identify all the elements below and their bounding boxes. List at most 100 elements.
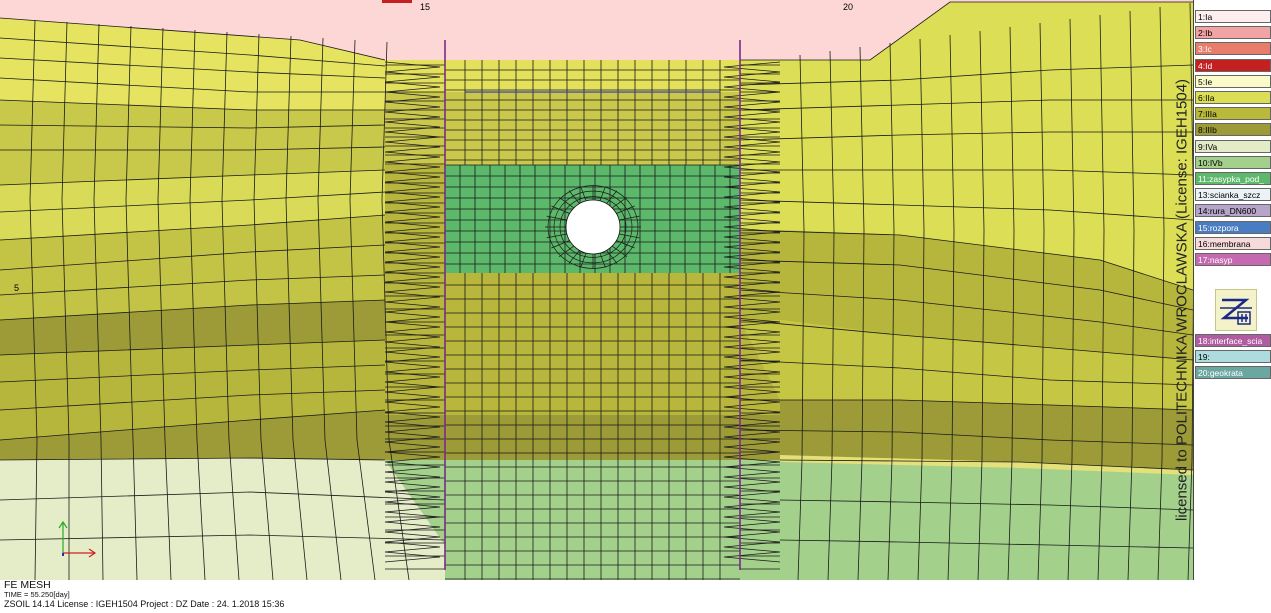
mesh-edge xyxy=(917,38,925,580)
mesh-edge xyxy=(384,61,441,73)
pipe-mesh xyxy=(545,185,641,269)
mesh-edge xyxy=(797,54,805,580)
mesh-edge xyxy=(723,301,781,313)
mesh-edge xyxy=(285,35,308,580)
mesh-edge xyxy=(723,291,781,303)
mesh-edge xyxy=(887,42,895,580)
mesh-edge xyxy=(723,441,781,453)
layer-right-dark xyxy=(780,400,1193,470)
pipe-mesh-edge xyxy=(599,252,606,268)
mesh-edge xyxy=(739,64,1193,86)
pipe-mesh-edge xyxy=(568,250,580,264)
mesh-edge xyxy=(317,37,342,580)
mesh-edge xyxy=(384,411,441,423)
mesh-edge xyxy=(61,21,70,580)
mesh-edge xyxy=(0,409,386,441)
mesh-edge xyxy=(384,171,441,183)
pipe-mesh-edge xyxy=(558,245,575,257)
mesh-edge xyxy=(384,471,441,483)
mesh-edge xyxy=(384,421,441,433)
mesh-edge xyxy=(723,331,781,343)
mesh-edge xyxy=(0,57,386,79)
mesh-edge xyxy=(384,221,441,233)
mesh-edge xyxy=(29,19,38,580)
mesh-edge xyxy=(723,501,781,513)
pipe-mesh-edge xyxy=(611,197,628,209)
mesh-edge xyxy=(384,291,441,303)
mesh-edge xyxy=(1097,14,1105,580)
mesh-edge xyxy=(723,201,781,213)
mesh-edge xyxy=(384,301,441,313)
mesh-edge xyxy=(384,341,441,353)
mesh-edge xyxy=(384,141,441,153)
mesh-edge xyxy=(384,71,441,83)
mesh-edge xyxy=(93,23,104,580)
legend-item: 20:geokrata xyxy=(1195,366,1271,380)
legend-item: 19: xyxy=(1195,350,1271,364)
mesh-edge xyxy=(723,151,781,163)
mesh-edge xyxy=(384,481,441,493)
pipe-mesh-edge xyxy=(611,245,628,257)
mesh-edge xyxy=(0,146,386,151)
mesh-edge xyxy=(384,101,441,113)
mesh-edge xyxy=(384,381,441,393)
legend-item: 14:rura_DN600 xyxy=(1195,204,1271,218)
mesh-edge xyxy=(723,131,781,143)
mesh-edge xyxy=(0,244,386,271)
legend-item: 5:Ie xyxy=(1195,74,1271,88)
legend-item: 13:scianka_szcz xyxy=(1195,188,1271,202)
layer-left-olive-3 xyxy=(0,340,385,440)
mesh-edge xyxy=(723,381,781,393)
mesh-edge xyxy=(740,399,1193,411)
mesh-edge xyxy=(189,29,206,580)
mesh-edge xyxy=(384,361,441,373)
mesh-edge xyxy=(384,311,441,323)
mesh-edge xyxy=(0,214,386,241)
mesh-edge xyxy=(947,34,955,580)
fe-mesh-canvas[interactable] xyxy=(0,0,1193,580)
mesh-edge xyxy=(384,331,441,343)
mesh-edge xyxy=(723,281,781,293)
mesh-edge xyxy=(384,431,441,443)
pipe-mesh-edge xyxy=(619,215,640,221)
layer-right-yellow xyxy=(740,2,1193,290)
legend-item: 6:IIa xyxy=(1195,91,1271,104)
mesh-edge xyxy=(739,199,1193,221)
mesh-edge xyxy=(723,471,781,483)
mesh-edge xyxy=(827,50,835,580)
legend-item: 18:interface_scia xyxy=(1195,334,1271,347)
mesh-edge xyxy=(1157,6,1165,580)
layer-left-dark-olive xyxy=(0,300,385,355)
mesh-edge xyxy=(0,99,385,111)
mesh-edge xyxy=(723,541,781,553)
mesh-edge xyxy=(384,111,441,123)
mesh-edge xyxy=(384,271,441,283)
layer-center-olive-low xyxy=(385,165,780,415)
mesh-edge xyxy=(384,81,441,93)
pipe-mesh-edge xyxy=(546,233,567,239)
mesh-edge xyxy=(384,391,441,403)
legend-item: 8:IIIb xyxy=(1195,123,1271,137)
mesh-edge xyxy=(723,551,781,563)
mesh-edge xyxy=(739,131,1193,141)
mesh-edge xyxy=(977,30,985,580)
mesh-edge xyxy=(0,339,386,356)
mesh-edge xyxy=(723,71,781,83)
mesh-edge xyxy=(723,261,781,273)
mesh-edge xyxy=(723,401,781,413)
fe-mesh-viewport[interactable]: 15 20 5 licensed to POLITECHNIKA WROCLAW… xyxy=(0,0,1194,580)
mesh-edge xyxy=(723,121,781,133)
mesh-edge xyxy=(739,289,1193,336)
layer-left-yellow-2 xyxy=(0,170,385,240)
mesh-edge xyxy=(723,311,781,323)
mesh-edge xyxy=(384,451,441,463)
mesh-edge xyxy=(723,361,781,373)
mesh-edge xyxy=(723,271,781,283)
legend-item: 1:Ia xyxy=(1195,10,1271,23)
mesh-edge xyxy=(0,191,386,213)
layer-left-dark-olive-2 xyxy=(0,410,385,460)
mesh-edge xyxy=(740,1,1193,61)
legend-item: 4:Id xyxy=(1195,58,1271,72)
mesh-edge xyxy=(1067,18,1075,580)
mesh-edge xyxy=(384,371,441,383)
